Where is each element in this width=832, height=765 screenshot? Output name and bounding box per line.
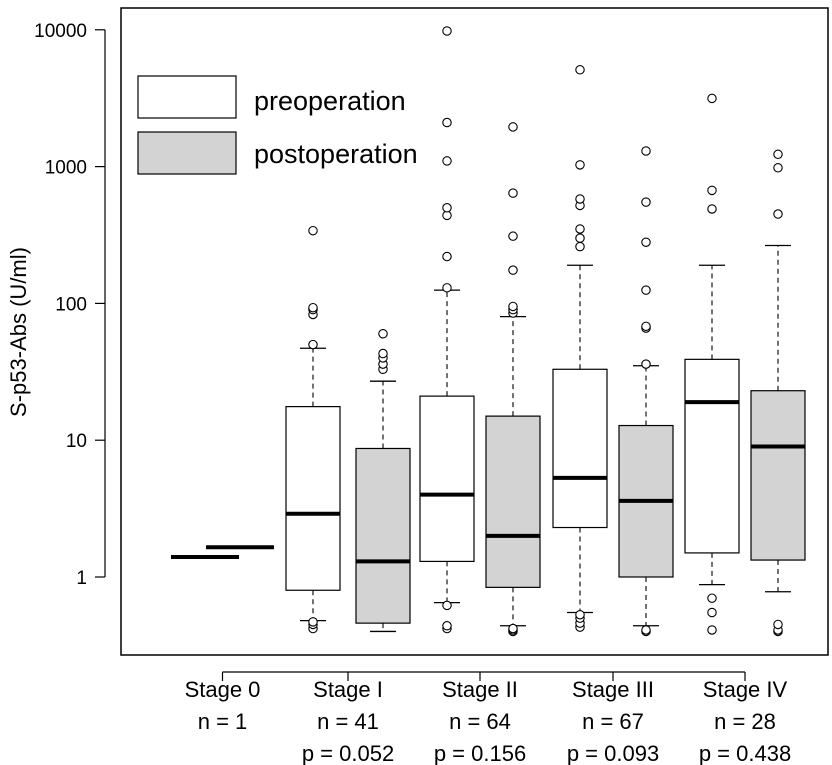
- outlier-point: [442, 283, 452, 293]
- outlier-point: [641, 146, 651, 156]
- outlier-point: [707, 607, 717, 618]
- outlier-point: [575, 224, 585, 234]
- outlier-point: [773, 163, 783, 173]
- outlier-point: [575, 194, 585, 204]
- legend-swatch-preoperation: [137, 75, 237, 119]
- outlier-point: [707, 204, 717, 214]
- outlier-point: [575, 241, 585, 252]
- y-axis-label: S-p53-Abs (U/ml): [6, 247, 31, 417]
- x-tick-label-stage: Stage III: [572, 677, 654, 702]
- outlier-point: [442, 26, 452, 36]
- x-tick-label-n: n = 41: [317, 709, 379, 734]
- outlier-point: [508, 188, 518, 198]
- box-iqr: [485, 415, 541, 588]
- outlier-point: [308, 225, 318, 236]
- outlier-point: [442, 117, 452, 128]
- box-iqr: [552, 368, 608, 529]
- x-tick-label-p: p = 0.156: [434, 741, 526, 765]
- outlier-point: [378, 328, 388, 339]
- box-stage-ii-preoperation: [419, 26, 475, 634]
- outlier-point: [575, 160, 585, 170]
- box-stage-i-postoperation: [355, 328, 411, 633]
- outlier-point: [308, 617, 318, 627]
- plot-frame: [120, 7, 829, 656]
- box-stage-i-preoperation: [285, 225, 341, 634]
- x-tick-label-stage: Stage IV: [703, 677, 788, 702]
- y-axis: 1 10 100 1000 10000: [34, 21, 106, 589]
- y-tick-label: 1: [76, 568, 87, 589]
- y-tick-label: 10000: [34, 21, 87, 42]
- outlier-point: [641, 625, 651, 635]
- y-tick-label: 1000: [45, 158, 87, 179]
- x-tick-label-n: n = 64: [449, 709, 511, 734]
- outlier-point: [508, 623, 518, 634]
- outlier-point: [442, 621, 452, 631]
- outlier-point: [442, 156, 452, 166]
- legend-label-postoperation: postoperation: [254, 139, 418, 169]
- box-iqr: [684, 358, 740, 554]
- outlier-point: [575, 609, 585, 620]
- outlier-point: [575, 65, 585, 75]
- outlier-point: [508, 122, 518, 132]
- x-tick-label-p: p = 0.438: [699, 741, 791, 765]
- x-tick-label-n: n = 28: [714, 709, 776, 734]
- box-stage-iii-preoperation: [552, 65, 608, 632]
- outlier-point: [308, 339, 318, 350]
- outlier-point: [508, 265, 518, 275]
- x-tick-label-stage: Stage II: [442, 677, 518, 702]
- outlier-point: [442, 203, 452, 213]
- box-stage-iii-postoperation: [618, 146, 674, 637]
- outlier-point: [508, 231, 518, 241]
- x-tick-label-n: n = 1: [198, 709, 248, 734]
- x-tick-label-n: n = 67: [582, 709, 644, 734]
- legend-swatch-postoperation: [137, 131, 237, 175]
- outlier-point: [641, 359, 651, 369]
- outlier-point: [707, 185, 717, 196]
- outlier-point: [641, 321, 651, 332]
- outlier-point: [641, 237, 651, 247]
- outlier-point: [508, 301, 518, 312]
- box-stage-ii-postoperation: [485, 122, 541, 637]
- x-tick-label-stage: Stage 0: [185, 677, 261, 702]
- outlier-point: [378, 348, 388, 359]
- x-tick-label-p: p = 0.093: [567, 741, 659, 765]
- outlier-point: [707, 593, 717, 603]
- x-tick-label-p: p = 0.052: [302, 741, 394, 765]
- y-tick-label: 10: [66, 431, 87, 452]
- outlier-point: [707, 93, 717, 104]
- outlier-point: [773, 619, 783, 630]
- outlier-point: [773, 209, 783, 219]
- legend-label-preoperation: preoperation: [254, 86, 406, 116]
- box-iqr: [285, 406, 341, 591]
- outlier-point: [308, 302, 318, 313]
- box-stage-iv-postoperation: [750, 149, 806, 637]
- x-tick-label-stage: Stage I: [313, 677, 383, 702]
- legend: preoperation postoperation: [137, 75, 418, 175]
- box-iqr: [750, 390, 806, 561]
- x-axis: Stage 0 n = 1 Stage I n = 41 p = 0.052 Stage …: [185, 671, 791, 765]
- outlier-point: [773, 149, 783, 160]
- y-tick-label: 100: [55, 294, 87, 315]
- box-stage-iv-preoperation: [684, 93, 740, 635]
- boxes-layer: [171, 26, 806, 637]
- box-iqr: [355, 447, 411, 624]
- outlier-point: [641, 197, 651, 207]
- outlier-point: [641, 285, 651, 295]
- outlier-point: [442, 600, 452, 611]
- outlier-point: [707, 625, 717, 635]
- box-iqr: [419, 395, 475, 563]
- outlier-point: [575, 233, 585, 243]
- outlier-point: [442, 251, 452, 262]
